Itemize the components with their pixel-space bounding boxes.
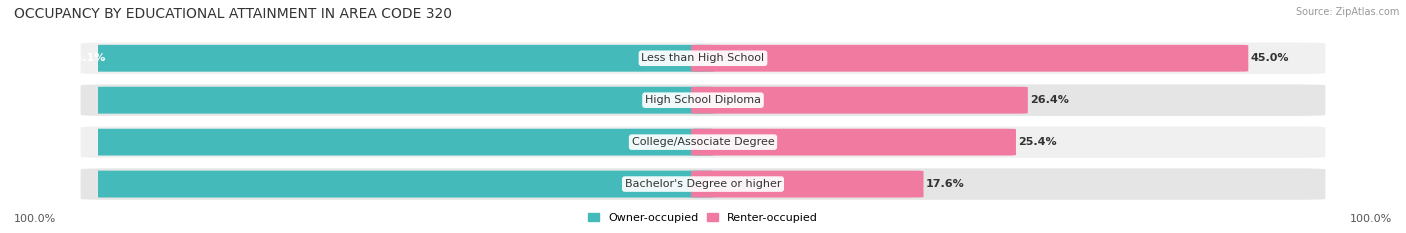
Text: College/Associate Degree: College/Associate Degree (631, 137, 775, 147)
Text: 55.1%: 55.1% (67, 53, 105, 63)
Text: OCCUPANCY BY EDUCATIONAL ATTAINMENT IN AREA CODE 320: OCCUPANCY BY EDUCATIONAL ATTAINMENT IN A… (14, 7, 453, 21)
Legend: Owner-occupied, Renter-occupied: Owner-occupied, Renter-occupied (583, 209, 823, 227)
FancyBboxPatch shape (80, 168, 1326, 200)
FancyBboxPatch shape (0, 129, 714, 156)
Text: 45.0%: 45.0% (1251, 53, 1289, 63)
Text: 17.6%: 17.6% (927, 179, 965, 189)
FancyBboxPatch shape (692, 129, 1017, 156)
FancyBboxPatch shape (38, 45, 714, 72)
FancyBboxPatch shape (692, 87, 1028, 114)
Text: Source: ZipAtlas.com: Source: ZipAtlas.com (1295, 7, 1399, 17)
FancyBboxPatch shape (692, 171, 924, 198)
Text: Less than High School: Less than High School (641, 53, 765, 63)
FancyBboxPatch shape (80, 42, 1326, 74)
FancyBboxPatch shape (80, 126, 1326, 158)
FancyBboxPatch shape (0, 87, 714, 114)
Text: 100.0%: 100.0% (14, 214, 56, 224)
Text: 26.4%: 26.4% (1031, 95, 1069, 105)
Text: Bachelor's Degree or higher: Bachelor's Degree or higher (624, 179, 782, 189)
Text: 25.4%: 25.4% (1018, 137, 1057, 147)
FancyBboxPatch shape (0, 171, 714, 198)
FancyBboxPatch shape (692, 45, 1249, 72)
Text: 100.0%: 100.0% (1350, 214, 1392, 224)
FancyBboxPatch shape (80, 85, 1326, 116)
Text: High School Diploma: High School Diploma (645, 95, 761, 105)
